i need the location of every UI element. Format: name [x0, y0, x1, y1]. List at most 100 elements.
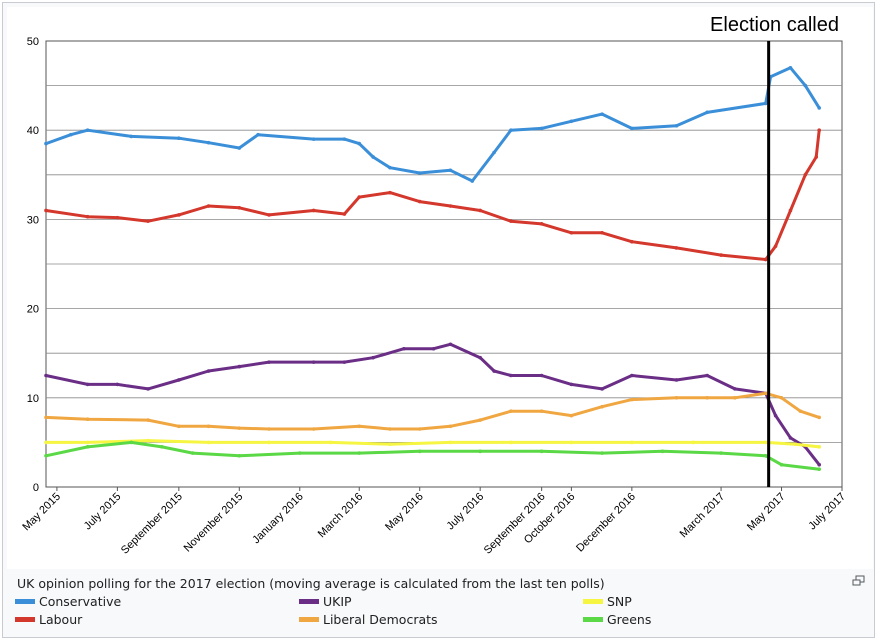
y-tick-label: 0	[33, 482, 39, 494]
enlarge-icon[interactable]	[852, 575, 866, 587]
data-point-labour	[539, 222, 544, 226]
data-point-ukip	[478, 355, 482, 360]
data-point-conservative	[388, 165, 392, 170]
data-point-snp	[206, 440, 211, 445]
legend-item-ukip: UKIP	[299, 594, 352, 610]
data-point-liberal-democrats	[448, 424, 453, 429]
data-point-liberal-democrats	[388, 427, 392, 431]
data-point-snp	[763, 440, 768, 445]
data-point-ukip	[342, 360, 347, 364]
data-point-conservative	[600, 112, 604, 116]
data-point-labour	[569, 230, 574, 235]
data-point-labour	[206, 204, 211, 208]
legend-item-conservative: Conservative	[15, 594, 121, 610]
data-point-ukip	[509, 373, 513, 378]
legend-label: Conservative	[39, 594, 122, 609]
data-point-conservative	[763, 101, 768, 106]
legend-swatch	[15, 617, 35, 622]
data-point-conservative	[44, 141, 48, 146]
election-called-label: Election called	[710, 14, 839, 36]
data-point-liberal-democrats	[630, 397, 634, 402]
data-point-conservative	[788, 65, 793, 70]
data-point-ukip	[788, 436, 793, 440]
data-point-greens	[763, 453, 768, 458]
data-point-labour	[342, 212, 347, 216]
data-point-labour	[773, 244, 778, 248]
legend-item-liberal-democrats: Liberal Democrats	[299, 612, 438, 628]
legend-swatch	[15, 599, 35, 604]
data-point-conservative	[357, 141, 362, 146]
data-point-liberal-democrats	[674, 396, 679, 400]
data-point-ukip	[146, 387, 150, 391]
data-point-conservative	[470, 179, 475, 183]
y-tick-label: 50	[27, 36, 39, 48]
data-point-ukip	[311, 360, 316, 364]
y-axis: 0 10 20 30 40 50	[27, 36, 39, 494]
y-tick-label: 20	[27, 304, 39, 316]
data-point-labour	[509, 219, 513, 223]
data-point-liberal-democrats	[357, 424, 362, 429]
data-point-ukip	[206, 369, 211, 373]
data-point-conservative	[177, 136, 181, 141]
data-point-greens	[129, 440, 134, 445]
data-point-labour	[267, 213, 271, 217]
data-point-snp	[817, 445, 822, 449]
data-point-labour	[600, 230, 604, 235]
series-line-labour	[44, 128, 821, 261]
data-point-liberal-democrats	[85, 417, 90, 422]
data-point-liberal-democrats	[177, 424, 181, 429]
data-point-greens	[237, 453, 242, 458]
data-point-liberal-democrats	[509, 409, 513, 413]
data-point-ukip	[674, 378, 679, 382]
data-point-snp	[267, 440, 271, 445]
data-point-liberal-democrats	[817, 415, 822, 420]
legend-label: Greens	[607, 612, 652, 627]
data-point-liberal-democrats	[146, 418, 150, 422]
data-point-liberal-democrats	[311, 427, 316, 431]
data-point-labour	[674, 246, 679, 250]
data-point-liberal-democrats	[569, 413, 574, 418]
data-point-conservative	[448, 168, 453, 173]
series-labour	[44, 128, 822, 262]
data-point-ukip	[85, 382, 90, 387]
data-point-greens	[160, 445, 164, 449]
data-point-liberal-democrats	[779, 396, 784, 400]
legend-label: SNP	[607, 594, 632, 609]
data-point-conservative	[129, 134, 134, 139]
data-point-labour	[448, 204, 453, 208]
data-point-ukip	[733, 387, 737, 391]
data-point-liberal-democrats	[539, 409, 544, 413]
data-point-labour	[44, 208, 48, 213]
data-point-conservative	[803, 83, 808, 88]
data-point-conservative	[342, 137, 347, 141]
data-point-conservative	[256, 132, 260, 137]
data-point-ukip	[600, 387, 604, 391]
data-point-conservative	[311, 137, 316, 141]
data-point-labour	[417, 199, 422, 204]
data-point-labour	[146, 219, 150, 223]
data-point-ukip	[773, 413, 778, 418]
data-point-snp	[691, 440, 696, 445]
series-liberal-democrats	[44, 391, 822, 431]
data-point-ukip	[267, 360, 271, 364]
data-point-conservative	[85, 128, 90, 132]
legend-swatch	[299, 599, 319, 604]
data-point-ukip	[492, 369, 496, 373]
legend-item-labour: Labour	[15, 612, 82, 628]
legend-swatch	[583, 599, 603, 604]
y-tick-label: 10	[27, 393, 39, 405]
data-point-greens	[357, 451, 362, 455]
data-point-conservative	[569, 119, 574, 124]
data-point-ukip	[705, 373, 709, 378]
y-tick-label: 30	[27, 214, 39, 226]
data-point-snp	[44, 440, 48, 445]
data-point-conservative	[509, 128, 513, 132]
data-point-labour	[763, 257, 768, 262]
data-point-conservative	[68, 132, 73, 137]
data-point-ukip	[402, 346, 406, 351]
data-point-labour	[237, 206, 242, 210]
data-point-ukip	[44, 373, 48, 378]
y-tick-label: 40	[27, 125, 39, 137]
